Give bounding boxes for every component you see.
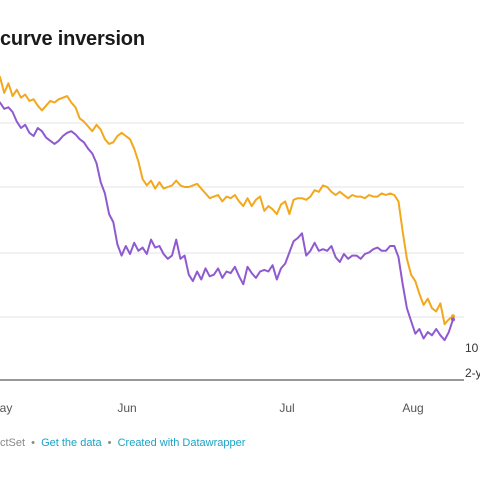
series-end-point (451, 314, 455, 319)
x-tick-label: ay (0, 401, 12, 415)
series-end-label: 10 (465, 341, 479, 355)
chart-footer: ctSet • Get the data • Created with Data… (0, 437, 245, 449)
series-line (0, 101, 454, 342)
series-line (0, 76, 454, 326)
chart-title: curve inversion (0, 28, 145, 50)
footer-separator: • (107, 437, 112, 449)
source-text: ctSet (0, 437, 26, 449)
x-tick-label: Aug (402, 401, 423, 415)
series-end-label: 2-y (465, 366, 480, 380)
gridlines (0, 122, 464, 318)
footer-separator: • (31, 437, 35, 449)
x-axis: ay Jun Jul Aug (0, 379, 464, 415)
series-lines (0, 76, 455, 342)
created-with-datawrapper-link[interactable]: Created with Datawrapper (117, 437, 246, 449)
x-tick-label: Jul (279, 401, 294, 415)
get-the-data-link[interactable]: Get the data (41, 437, 102, 449)
series-end-point (451, 317, 455, 322)
series-end-labels: 10 2-y (465, 341, 480, 380)
x-tick-label: Jun (117, 401, 136, 415)
